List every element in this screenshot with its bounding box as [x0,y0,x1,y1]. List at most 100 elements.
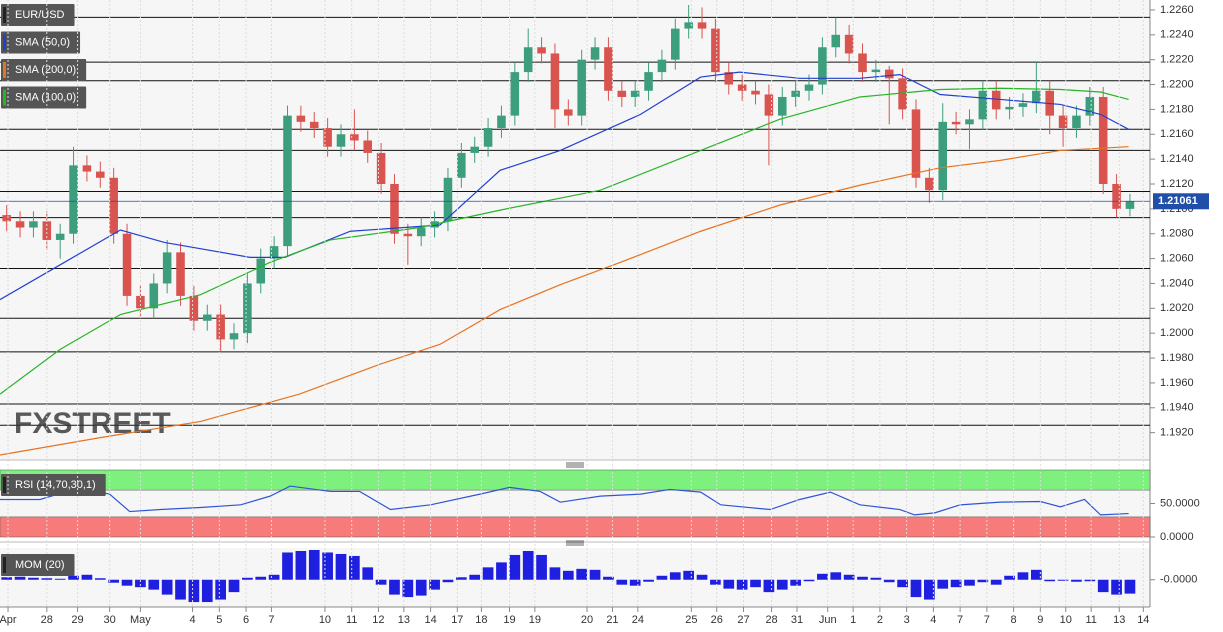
candle-body [617,90,627,97]
candle-body [323,128,332,147]
y-tick-label: 1.2140 [1160,153,1194,165]
bar [616,579,628,585]
bar [322,552,333,580]
bar [81,574,93,580]
legend-box [1,31,81,54]
candle-body [82,165,92,172]
y-tick-label: 1.1960 [1160,377,1194,389]
candle-body [884,69,894,79]
y-tick-label: 1.2120 [1160,178,1194,190]
last-price-box [1153,193,1209,210]
candle-body [938,121,948,191]
panel [1,550,1136,603]
x-tick-label: 26 [711,614,723,626]
x-tick-label: 10 [1060,614,1072,626]
candle-body [296,115,306,122]
band [0,516,1151,538]
candle-body [550,53,560,110]
candle-body [590,47,600,60]
candle-body [951,121,961,125]
x-tick-label: 24 [632,614,644,626]
y-tick-label: 1.2200 [1160,78,1194,90]
x-tick-label: 17 [451,614,463,626]
x-tick-label: 27 [737,614,749,626]
bar [188,579,200,603]
candle-body [991,90,1001,110]
candle-body [697,22,707,29]
bar [94,578,106,580]
bar [522,550,534,580]
y-tick-label: 1.1940 [1160,402,1194,414]
x-tick-label: 14 [1137,614,1149,626]
bar [696,574,708,580]
bar [536,554,547,580]
band [0,469,1151,491]
bar [442,579,454,583]
x-tick-label: 12 [372,614,384,626]
candle-body [965,119,974,125]
bar [870,577,882,580]
x-tick-label: 19 [529,614,541,626]
splitter-handle[interactable] [566,540,584,546]
candle-body [256,258,266,284]
bar [496,562,507,580]
x-tick-label: 11 [1085,614,1096,626]
legend-box [1,474,106,496]
candle-body [497,115,506,129]
x-tick-label: 11 [346,614,357,626]
candle-body [189,295,199,321]
x-tick-label: 7 [984,614,990,626]
y-tick-label: 1.2260 [1160,4,1194,16]
candle-body [457,152,466,178]
candle-body [644,72,653,91]
legend-box [1,59,87,81]
legend-box [1,86,87,109]
bar [295,550,307,580]
candle-body [149,283,159,309]
y-tick-label: 1.2040 [1160,277,1194,289]
bar [1097,579,1109,593]
bar [1017,572,1029,580]
bar [1057,579,1069,581]
candle-body [122,233,132,296]
candle-body [737,84,747,91]
bar [977,579,989,583]
x-tick-label: 25 [685,614,697,626]
x-tick-label: 21 [606,614,618,626]
bar [910,579,922,598]
bar [549,567,561,580]
candle-body [269,246,279,259]
bar [415,579,427,596]
bar [175,579,186,600]
candle-body [791,90,800,97]
candle-body [283,115,292,247]
bar [562,570,574,580]
bar [121,579,133,586]
y-tick-label: 1.2240 [1160,29,1194,41]
candle-body [657,59,667,73]
legend-label: SMA (50,0) [15,36,70,48]
bar [843,574,855,580]
bar [161,579,173,595]
bar [389,579,400,595]
x-tick-label: 18 [475,614,487,626]
bar [108,579,120,583]
bar [68,575,79,580]
y-tick-label: -0.0000 [1160,574,1197,586]
bar [817,573,828,580]
candle-body [925,177,934,191]
candle-body [176,252,185,296]
candle-body [1018,103,1028,107]
candle-body [1058,115,1068,129]
splitter-handle[interactable] [566,462,584,468]
y-tick-label: 0.0000 [1160,531,1194,543]
x-tick-label: 13 [1113,614,1125,626]
line-series [0,71,1129,301]
candle-body [363,140,373,153]
watermark: FXSTREET [14,407,171,440]
x-tick-label: 2 [877,614,883,626]
y-tick-label: 1.1980 [1160,352,1194,364]
x-tick-label: 4 [189,614,195,626]
